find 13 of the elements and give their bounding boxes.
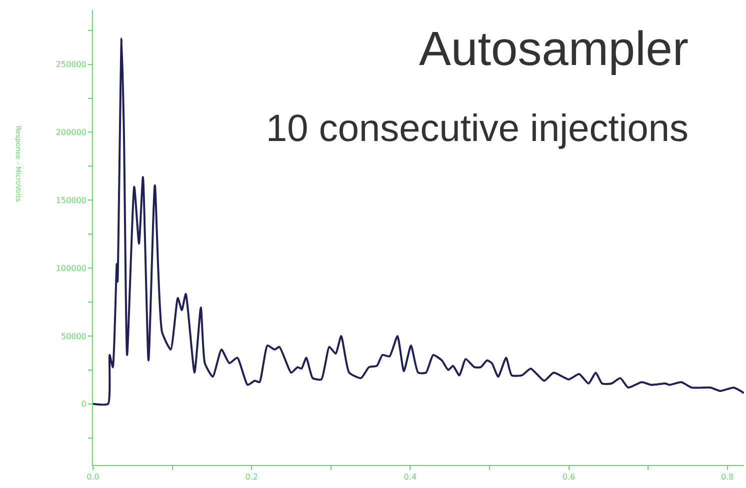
- y-tick-label: 100000: [56, 264, 86, 273]
- x-tick-label: 0.4: [404, 472, 417, 482]
- y-tick-label: 200000: [56, 128, 86, 138]
- y-tick-label: 250000: [56, 60, 86, 70]
- x-tick-label: 0.2: [245, 472, 258, 482]
- y-tick-label: 0: [81, 400, 86, 409]
- x-tick-label: 0.8: [720, 472, 734, 482]
- y-tick-label: 50000: [60, 332, 86, 341]
- text: 10 consecutive injections: [266, 108, 688, 150]
- y-tick-label: 150000: [56, 196, 86, 205]
- chart-title: Autosampler: [419, 23, 688, 76]
- x-tick-label: 0.6: [562, 472, 576, 482]
- x-tick-label: 0.0: [86, 472, 100, 482]
